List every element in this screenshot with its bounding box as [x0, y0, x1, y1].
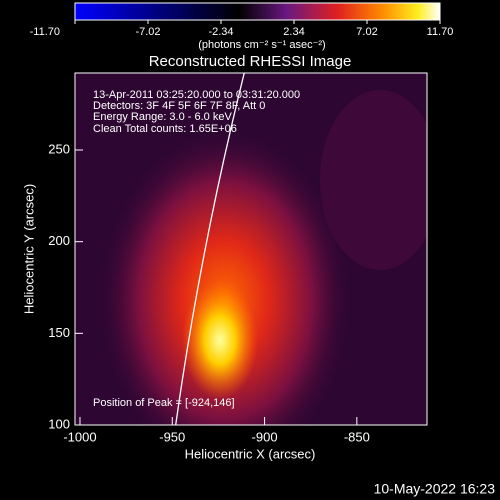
y-axis-label: Heliocentric Y (arcsec)	[21, 184, 36, 314]
colorbar-label: (photons cm⁻² s⁻¹ asec⁻²)	[198, 39, 325, 51]
x-tick-label: -1000	[63, 429, 96, 444]
image	[75, 73, 427, 425]
chart-title: Reconstructed RHESSI Image	[149, 53, 352, 70]
colorbar-tick-label: 2.34	[283, 26, 304, 38]
x-tick-label: -900	[252, 429, 278, 444]
colorbar	[74, 2, 441, 21]
colorbar-tick-label: 11.70	[427, 26, 454, 38]
colorbar-tick-label: 7.02	[356, 26, 377, 38]
y-tick-label: 200	[48, 233, 70, 248]
x-axis-label: Heliocentric X (arcsec)	[185, 446, 316, 461]
x-tick-label: -850	[344, 429, 370, 444]
annotation: 13-Apr-2011 03:25:20.000 to 03:31:20.000	[93, 89, 300, 101]
annotation: Energy Range: 3.0 - 6.0 keV	[93, 111, 232, 123]
y-tick-label: 150	[48, 325, 70, 340]
timestamp: 10-May-2022 16:23	[374, 481, 496, 497]
y-tick-label: 100	[48, 416, 70, 431]
colorbar-tick-label: -11.70	[30, 26, 60, 38]
colorbar-tick-label: -2.34	[208, 26, 233, 38]
plot-frame	[74, 72, 428, 426]
peak-label: Position of Peak = [-924,146]	[93, 397, 235, 409]
colorbar-tick-label: -7.02	[135, 26, 160, 38]
x-tick-label: -950	[159, 429, 185, 444]
annotation: Detectors: 3F 4F 5F 6F 7F 8F, Att 0	[93, 100, 265, 112]
annotation: Clean Total counts: 1.65E+06	[93, 123, 237, 135]
y-tick-label: 250	[48, 141, 70, 156]
